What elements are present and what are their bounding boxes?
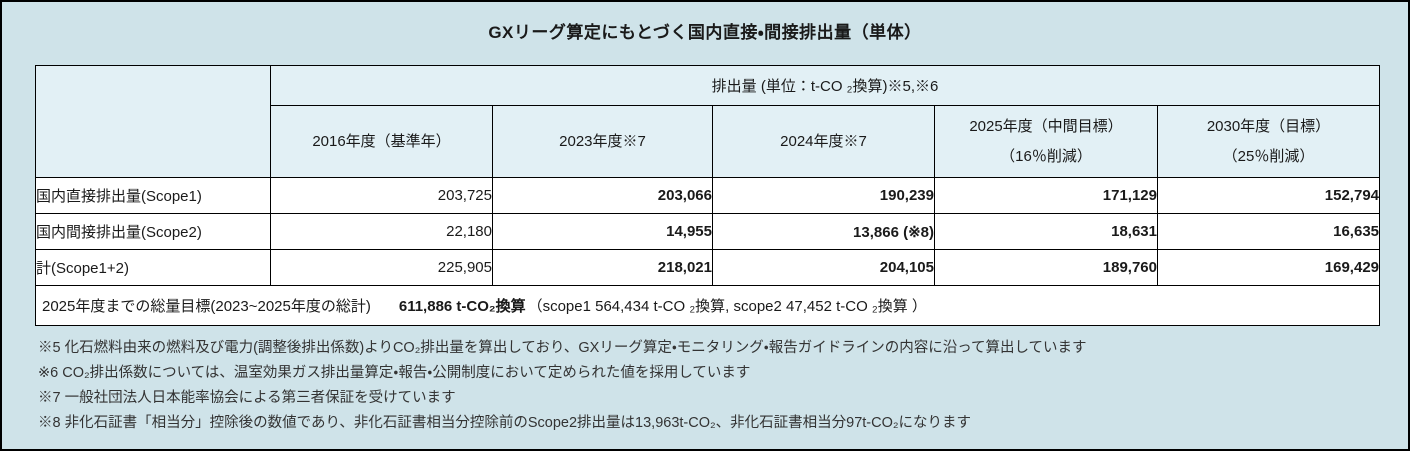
value-cell: 14,955 (492, 213, 713, 250)
emissions-table: 排出量 (単位：t-CO ₂換算)※5,※6 2016年度（基準年） 2023年… (34, 65, 1381, 326)
column-header-2025: 2025年度（中間目標） （16％削減） (934, 105, 1158, 178)
value-cell: 203,725 (270, 177, 493, 214)
cumulative-target-label: 2025年度までの総量目標(2023~2025年度の総計) (42, 298, 371, 315)
footnote-6: ※6 CO₂排出係数については、温室効果ガス排出量算定・報告・公開制度において定… (38, 365, 751, 381)
footnote-7: ※7 一般社団法人日本能率協会による第三者保証を受けています (38, 390, 456, 406)
page-title: GXリーグ算定にもとづく国内直接・間接排出量（単体） (488, 23, 922, 42)
cumulative-target-detail: （scope1 564,434 t-CO ₂換算, scope2 47,452 … (527, 298, 927, 315)
table-row-total-scope: 計(Scope1+2) 225,905 218,021 204,105 189,… (35, 249, 1381, 286)
value-cell: 22,180 (270, 213, 493, 250)
value-cell: 204,105 (712, 249, 935, 286)
column-header-line1: 2030年度（目標） (1206, 117, 1331, 135)
table-row-scope2: 国内間接排出量(Scope2) 22,180 14,955 13,866 (※8… (35, 213, 1381, 250)
column-header-line2: （25％削減） (1222, 147, 1315, 165)
column-header-line1: 2024年度※7 (780, 132, 867, 150)
column-header-2023: 2023年度※7 (492, 105, 713, 178)
value-cell: 225,905 (270, 249, 493, 286)
value-cell: 189,760 (934, 249, 1158, 286)
column-header-line1: 2023年度※7 (559, 132, 646, 150)
footnote-5: ※5 化石燃料由来の燃料及び電力(調整後排出係数)よりCO₂排出量を算出しており… (38, 340, 1087, 356)
column-header-2030: 2030年度（目標） （25％削減） (1156, 105, 1381, 178)
value-cell: 13,866 (※8) (712, 213, 935, 250)
value-cell: 203,066 (492, 177, 713, 214)
row-label: 国内間接排出量(Scope2) (35, 213, 271, 250)
value-cell: 152,794 (1156, 177, 1381, 214)
column-header-line1: 2016年度（基準年） (312, 132, 451, 150)
column-header-2016: 2016年度（基準年） (270, 105, 493, 178)
value-cell: 171,129 (934, 177, 1158, 214)
value-cell: 218,021 (492, 249, 713, 286)
row-label: 国内直接排出量(Scope1) (35, 177, 271, 214)
table-row-cumulative-target: 2025年度までの総量目標(2023~2025年度の総計) 611,886 t-C… (34, 285, 1381, 326)
cumulative-target-value: 611,886 t-CO₂換算 (398, 298, 526, 315)
footnotes: ※5 化石燃料由来の燃料及び電力(調整後排出係数)よりCO₂排出量を算出しており… (38, 336, 1378, 436)
cumulative-target-cell: 2025年度までの総量目標(2023~2025年度の総計) 611,886 t-C… (34, 285, 1381, 326)
column-header-2024: 2024年度※7 (712, 105, 935, 178)
value-cell: 18,631 (934, 213, 1158, 250)
table-row-scope1: 国内直接排出量(Scope1) 203,725 203,066 190,239 … (35, 177, 1381, 214)
unit-header-cell: 排出量 (単位：t-CO ₂換算)※5,※6 (269, 65, 1381, 106)
value-cell: 190,239 (712, 177, 935, 214)
row-label: 計(Scope1+2) (35, 249, 271, 286)
footnote-8: ※8 非化石証書「相当分」控除後の数値であり、非化石証書相当分控除前のScope… (38, 415, 971, 431)
corner-cell (35, 65, 271, 178)
value-cell: 169,429 (1156, 249, 1381, 286)
column-header-line2: （16％削減） (1000, 147, 1092, 165)
column-header-line1: 2025年度（中間目標） (969, 117, 1123, 135)
value-cell: 16,635 (1156, 213, 1381, 250)
